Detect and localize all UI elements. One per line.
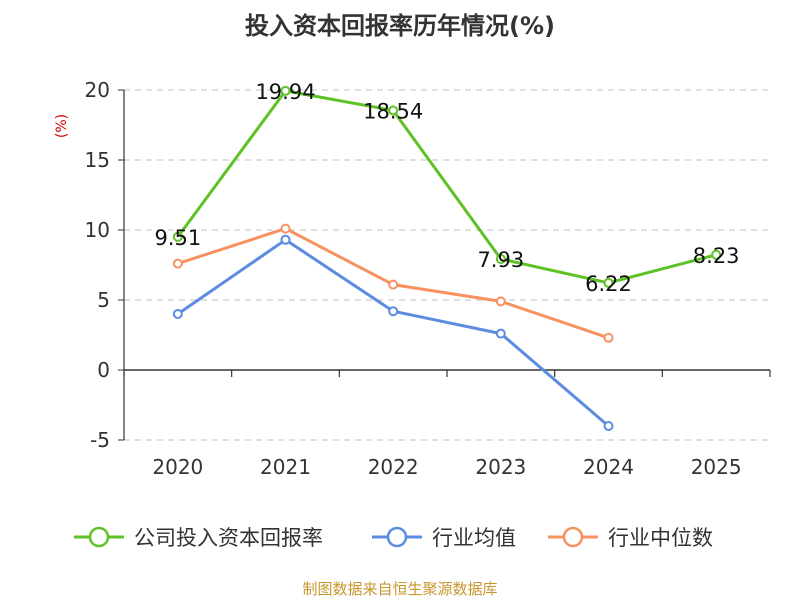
data-label: 7.93 (477, 248, 524, 272)
data-point (603, 421, 614, 431)
series-lines (172, 85, 722, 431)
series-line (176, 89, 717, 285)
x-tick-label: 2020 (152, 455, 203, 479)
data-point (172, 258, 183, 269)
data-label: 18.54 (363, 99, 423, 123)
x-tick-label: 2021 (260, 455, 311, 479)
source-note: 制图数据来自恒生聚源数据库 (302, 580, 497, 598)
y-tick-label: -5 (90, 428, 110, 452)
x-tick-label: 2024 (583, 455, 634, 479)
data-labels: 9.51 19.94 18.54 7.93 6.22 8.23 (154, 80, 739, 296)
legend-swatch-marker (88, 526, 110, 548)
chart-title: 投入资本回报率历年情况(%) (245, 12, 555, 40)
y-axis-ticks: -5 0 5 10 15 20 (85, 78, 124, 452)
data-point (172, 231, 183, 242)
data-label: 9.51 (154, 226, 201, 250)
legend-item[interactable]: 公司投入资本回报率 (74, 526, 323, 550)
legend[interactable]: 公司投入资本回报率 行业均值 行业中位数 (74, 526, 713, 550)
data-point (711, 249, 722, 260)
data-label: 8.23 (693, 244, 740, 268)
data-label: 6.22 (585, 272, 632, 296)
data-point (603, 332, 614, 343)
data-point (495, 253, 506, 264)
legend-swatch-marker (386, 526, 408, 548)
y-tick-label: 15 (85, 148, 110, 172)
x-tick-label: 2023 (475, 455, 526, 479)
y-tick-label: 20 (85, 78, 110, 102)
x-axis-ticks: 2020 2021 2022 2023 2024 2025 (123, 370, 771, 479)
data-point (388, 105, 399, 116)
y-tick-label: 5 (97, 288, 110, 312)
data-point (495, 296, 506, 307)
data-label: 19.94 (255, 80, 315, 104)
x-tick-label: 2022 (368, 455, 419, 479)
y-tick-label: 10 (85, 218, 110, 242)
legend-label: 行业中位数 (608, 526, 713, 550)
data-point (388, 279, 399, 290)
legend-label: 公司投入资本回报率 (134, 526, 323, 550)
data-point (495, 328, 506, 339)
data-point (388, 306, 399, 317)
x-tick-label: 2025 (691, 455, 742, 479)
legend-item[interactable]: 行业均值 (372, 526, 516, 550)
legend-label: 行业均值 (432, 526, 516, 550)
data-point (172, 309, 183, 319)
legend-item[interactable]: 行业中位数 (548, 526, 713, 550)
y-axis-unit-label: (%) (54, 114, 70, 138)
grid-lines (124, 89, 770, 441)
y-tick-label: 0 (97, 358, 110, 382)
data-point (280, 223, 291, 234)
data-point (280, 85, 291, 96)
legend-swatch-marker (562, 526, 584, 548)
data-point (603, 277, 614, 288)
data-point (280, 234, 291, 245)
